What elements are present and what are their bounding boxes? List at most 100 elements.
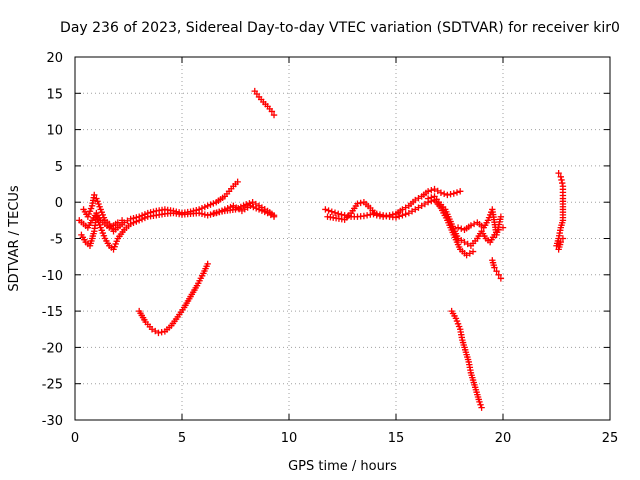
data-point [558,176,565,184]
data-point [150,208,157,215]
data-point [557,238,564,246]
data-point [363,212,371,219]
data-point [557,173,564,180]
data-point [447,191,454,198]
data-point [491,264,498,271]
data-point [495,271,502,278]
data-point [130,214,137,222]
data-point [243,201,250,208]
data-point [114,219,121,226]
data-point [470,220,478,228]
data-point [328,208,335,215]
series-arc-c [76,209,126,231]
data-point [386,212,393,219]
data-point [127,215,134,223]
data-point [454,235,462,242]
series-arc-e [136,260,211,337]
data-point [379,213,387,220]
series-arc-l [448,307,485,411]
x-tick-label: 10 [281,431,298,446]
data-point [136,213,143,220]
data-point [469,248,477,255]
data-point [466,250,474,257]
data-point [497,213,505,220]
x-axis-label: GPS time / hours [288,459,397,474]
data-point [354,200,361,207]
data-point [405,209,413,217]
data-point [399,212,406,219]
data-point [383,212,390,220]
data-point [453,189,461,196]
data-point [476,398,483,406]
data-point [399,206,406,213]
data-point [396,213,403,220]
data-point [268,108,276,115]
y-tick-label: -20 [42,341,63,356]
data-point [138,212,146,219]
data-point [207,211,214,218]
data-point [158,328,165,336]
y-tick-label: -30 [42,414,63,429]
data-point [106,224,113,231]
data-point [152,327,159,335]
data-point [559,235,567,242]
data-point [198,210,206,218]
series-arc-j [454,206,505,239]
data-point [335,210,342,218]
data-point [344,212,352,220]
data-point [91,191,98,199]
data-point [124,217,131,224]
data-point [210,210,217,218]
y-tick-label: 15 [46,87,63,102]
data-point [325,207,332,214]
data-point [147,209,154,216]
data-point [252,200,260,208]
data-point [195,206,203,213]
data-point [428,187,435,194]
data-point [270,212,278,219]
data-point [461,238,468,246]
data-point [204,260,211,268]
data-point [234,178,241,186]
data-point [207,201,214,208]
data-point [454,224,462,231]
x-tick-label: 25 [602,431,619,446]
y-tick-label: -10 [42,269,63,284]
data-point [270,111,278,119]
data-point [331,209,339,216]
data-point [376,212,384,220]
x-tick-label: 0 [71,431,79,446]
data-point [357,199,364,207]
data-point [389,211,396,218]
data-point [155,329,162,337]
x-tick-label: 20 [495,431,512,446]
data-point [415,195,422,202]
data-point [148,326,156,333]
data-point [458,225,465,232]
data-point [201,203,209,211]
chart-title: Day 236 of 2023, Sidereal Day-to-day VTE… [60,20,620,36]
y-tick-label: 5 [55,160,63,175]
data-point [373,212,380,219]
data-point [467,222,475,229]
data-point [555,169,562,177]
plot-frame [74,56,611,421]
series-arc-f [251,87,278,119]
data-point [204,202,211,210]
data-point [464,240,471,248]
data-point [144,209,151,217]
data-point [141,211,149,218]
series-arc-m [553,169,567,253]
series-arc-b [80,178,241,235]
data-point [360,212,368,220]
y-tick-label: -25 [42,378,63,393]
x-tick-label: 15 [388,431,405,446]
data-point [431,185,438,193]
data-point [190,207,197,215]
data-point [463,251,470,259]
data-point [246,200,253,207]
data-point [457,188,464,195]
axis-ticks: 0 5 10 15 20 25 20 15 10 5 0 -5 -10 -15 -20 -25 -30 [42,51,619,446]
data-point [201,211,209,218]
